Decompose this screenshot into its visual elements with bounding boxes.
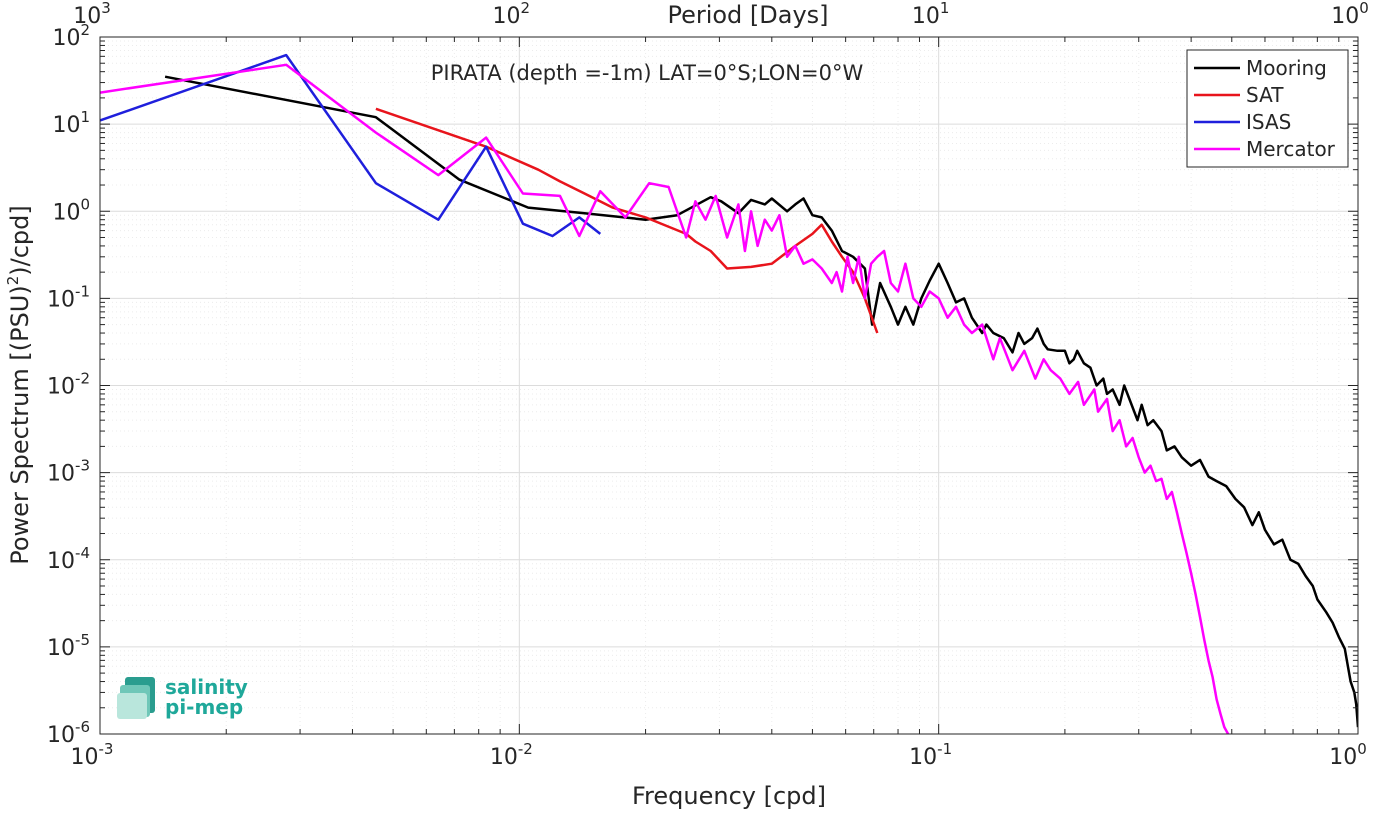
legend-label-mercator: Mercator [1246, 137, 1336, 161]
y-axis-label-sup: 2 [4, 276, 22, 286]
logo-mark-icon [117, 677, 155, 719]
series-line-mooring [164, 75, 1358, 728]
y-tick-label: 10-5 [47, 631, 90, 661]
top-tick-label: 103 [73, 0, 111, 29]
x-tick-label: 10-3 [71, 740, 114, 770]
x-tick-label: 100 [1329, 740, 1367, 770]
tick-marks [99, 36, 1359, 735]
y-tick-label: 100 [52, 195, 90, 225]
series-line-sat [375, 107, 879, 334]
series-line-isas [100, 53, 602, 238]
logo-line-2: pi-mep [165, 695, 243, 719]
y-tick-label: 10-2 [47, 370, 90, 400]
top-tick-label: 102 [493, 0, 531, 29]
legend-label-sat: SAT [1246, 83, 1284, 107]
y-axis-label-prefix: Power Spectrum [(PSU) [6, 285, 34, 564]
y-tick-label: 10-4 [47, 544, 90, 574]
chart-title: PIRATA (depth =-1m) LAT=0°S;LON=0°W [431, 61, 864, 85]
top-axis-label: Period [Days] [667, 1, 828, 29]
legend-label-isas: ISAS [1246, 110, 1291, 134]
series-lines [100, 53, 1358, 734]
logo-line-1: salinity [165, 675, 248, 699]
salinity-pi-mep-logo: salinity pi-mep [117, 675, 248, 719]
top-tick-label: 101 [912, 0, 950, 29]
series-line-mercator [100, 63, 1230, 734]
y-tick-label: 10-6 [47, 718, 90, 748]
x-tick-label: 10-2 [490, 740, 533, 770]
y-axis-label-suffix: )/cpd] [6, 205, 34, 275]
legend-box [1186, 49, 1349, 168]
legend-label-mooring: Mooring [1246, 56, 1327, 80]
y-tick-label: 101 [52, 108, 90, 138]
x-tick-label: 10-1 [909, 740, 952, 770]
y-tick-label: 102 [52, 21, 90, 51]
x-axis-label: Frequency [cpd] [632, 782, 826, 809]
y-tick-label: 10-1 [47, 282, 90, 312]
legend: Mooring SAT ISAS Mercator [1186, 49, 1349, 168]
y-tick-label: 10-3 [47, 457, 90, 487]
y-axis-label: Power Spectrum [(PSU)2)/cpd] [4, 205, 34, 565]
top-tick-label: 100 [1331, 0, 1369, 29]
